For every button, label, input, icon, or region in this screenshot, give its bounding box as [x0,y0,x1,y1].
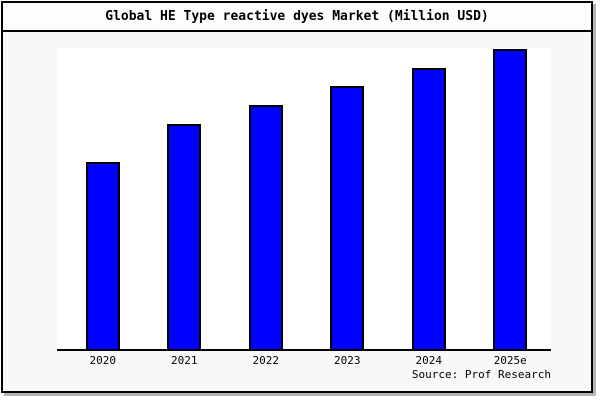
bar-2021 [167,123,202,349]
bar-2024 [411,67,446,349]
x-tick-label: 2025e [493,354,527,367]
bar-slot [470,48,552,349]
chart-area: 2020 2021 2022 2023 2024 2025e Source: Prof R… [3,32,591,389]
plot-area [57,48,551,351]
chart-frame: Global HE Type reactive dyes Market (Mil… [1,1,593,393]
source-attribution: Source: Prof Research [411,368,551,381]
bar-slot [307,48,389,349]
x-tick-label: 2023 [334,354,361,367]
bar-slot [225,48,307,349]
x-tick-label: 2020 [89,354,117,367]
bars [57,48,551,349]
bar-2020 [85,162,120,349]
bar-2025e [493,48,528,349]
chart-title: Global HE Type reactive dyes Market (Mil… [105,9,489,24]
chart-title-bar: Global HE Type reactive dyes Market (Mil… [3,3,591,32]
x-tick-label: 2021 [171,354,198,367]
bar-slot [62,48,144,349]
bar-2023 [330,85,365,349]
x-tick-label: 2022 [252,354,280,367]
x-axis-labels: 2020 2021 2022 2023 2024 2025e [57,354,551,367]
x-tick-label: 2024 [415,354,443,367]
bar-slot [144,48,226,349]
bar-slot [388,48,470,349]
bar-2022 [248,104,283,349]
